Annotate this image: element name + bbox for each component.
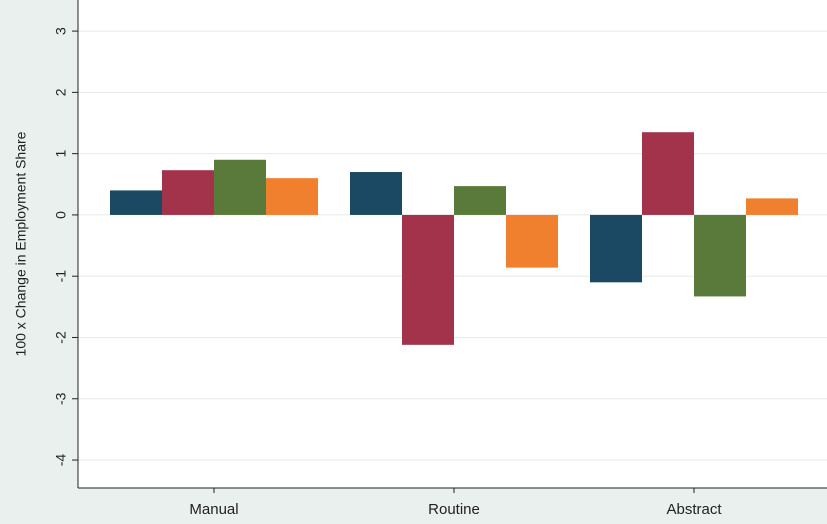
x-tick-label: Routine [428,501,480,518]
bar [162,170,214,215]
bar [454,186,506,215]
bar [506,214,558,268]
bar [266,178,318,215]
y-tick-label: 1 [53,150,69,158]
bar [746,198,798,215]
y-tick-label: -2 [53,331,69,344]
bar [590,214,642,283]
y-axis-label: 100 x Change in Employment Share [13,131,29,356]
bar [214,159,266,215]
bar [350,172,402,215]
bar [694,214,746,297]
bar [402,214,454,345]
y-tick-label: 3 [53,27,69,35]
y-tick-label: 2 [53,88,69,96]
y-tick-label: 0 [53,211,69,219]
bar [642,132,694,215]
x-tick-label: Manual [189,501,238,518]
bar [110,190,162,215]
y-tick-label: -4 [53,454,69,467]
y-tick-label: -1 [53,270,69,283]
x-tick-label: Abstract [666,501,722,518]
y-tick-label: -3 [53,392,69,405]
